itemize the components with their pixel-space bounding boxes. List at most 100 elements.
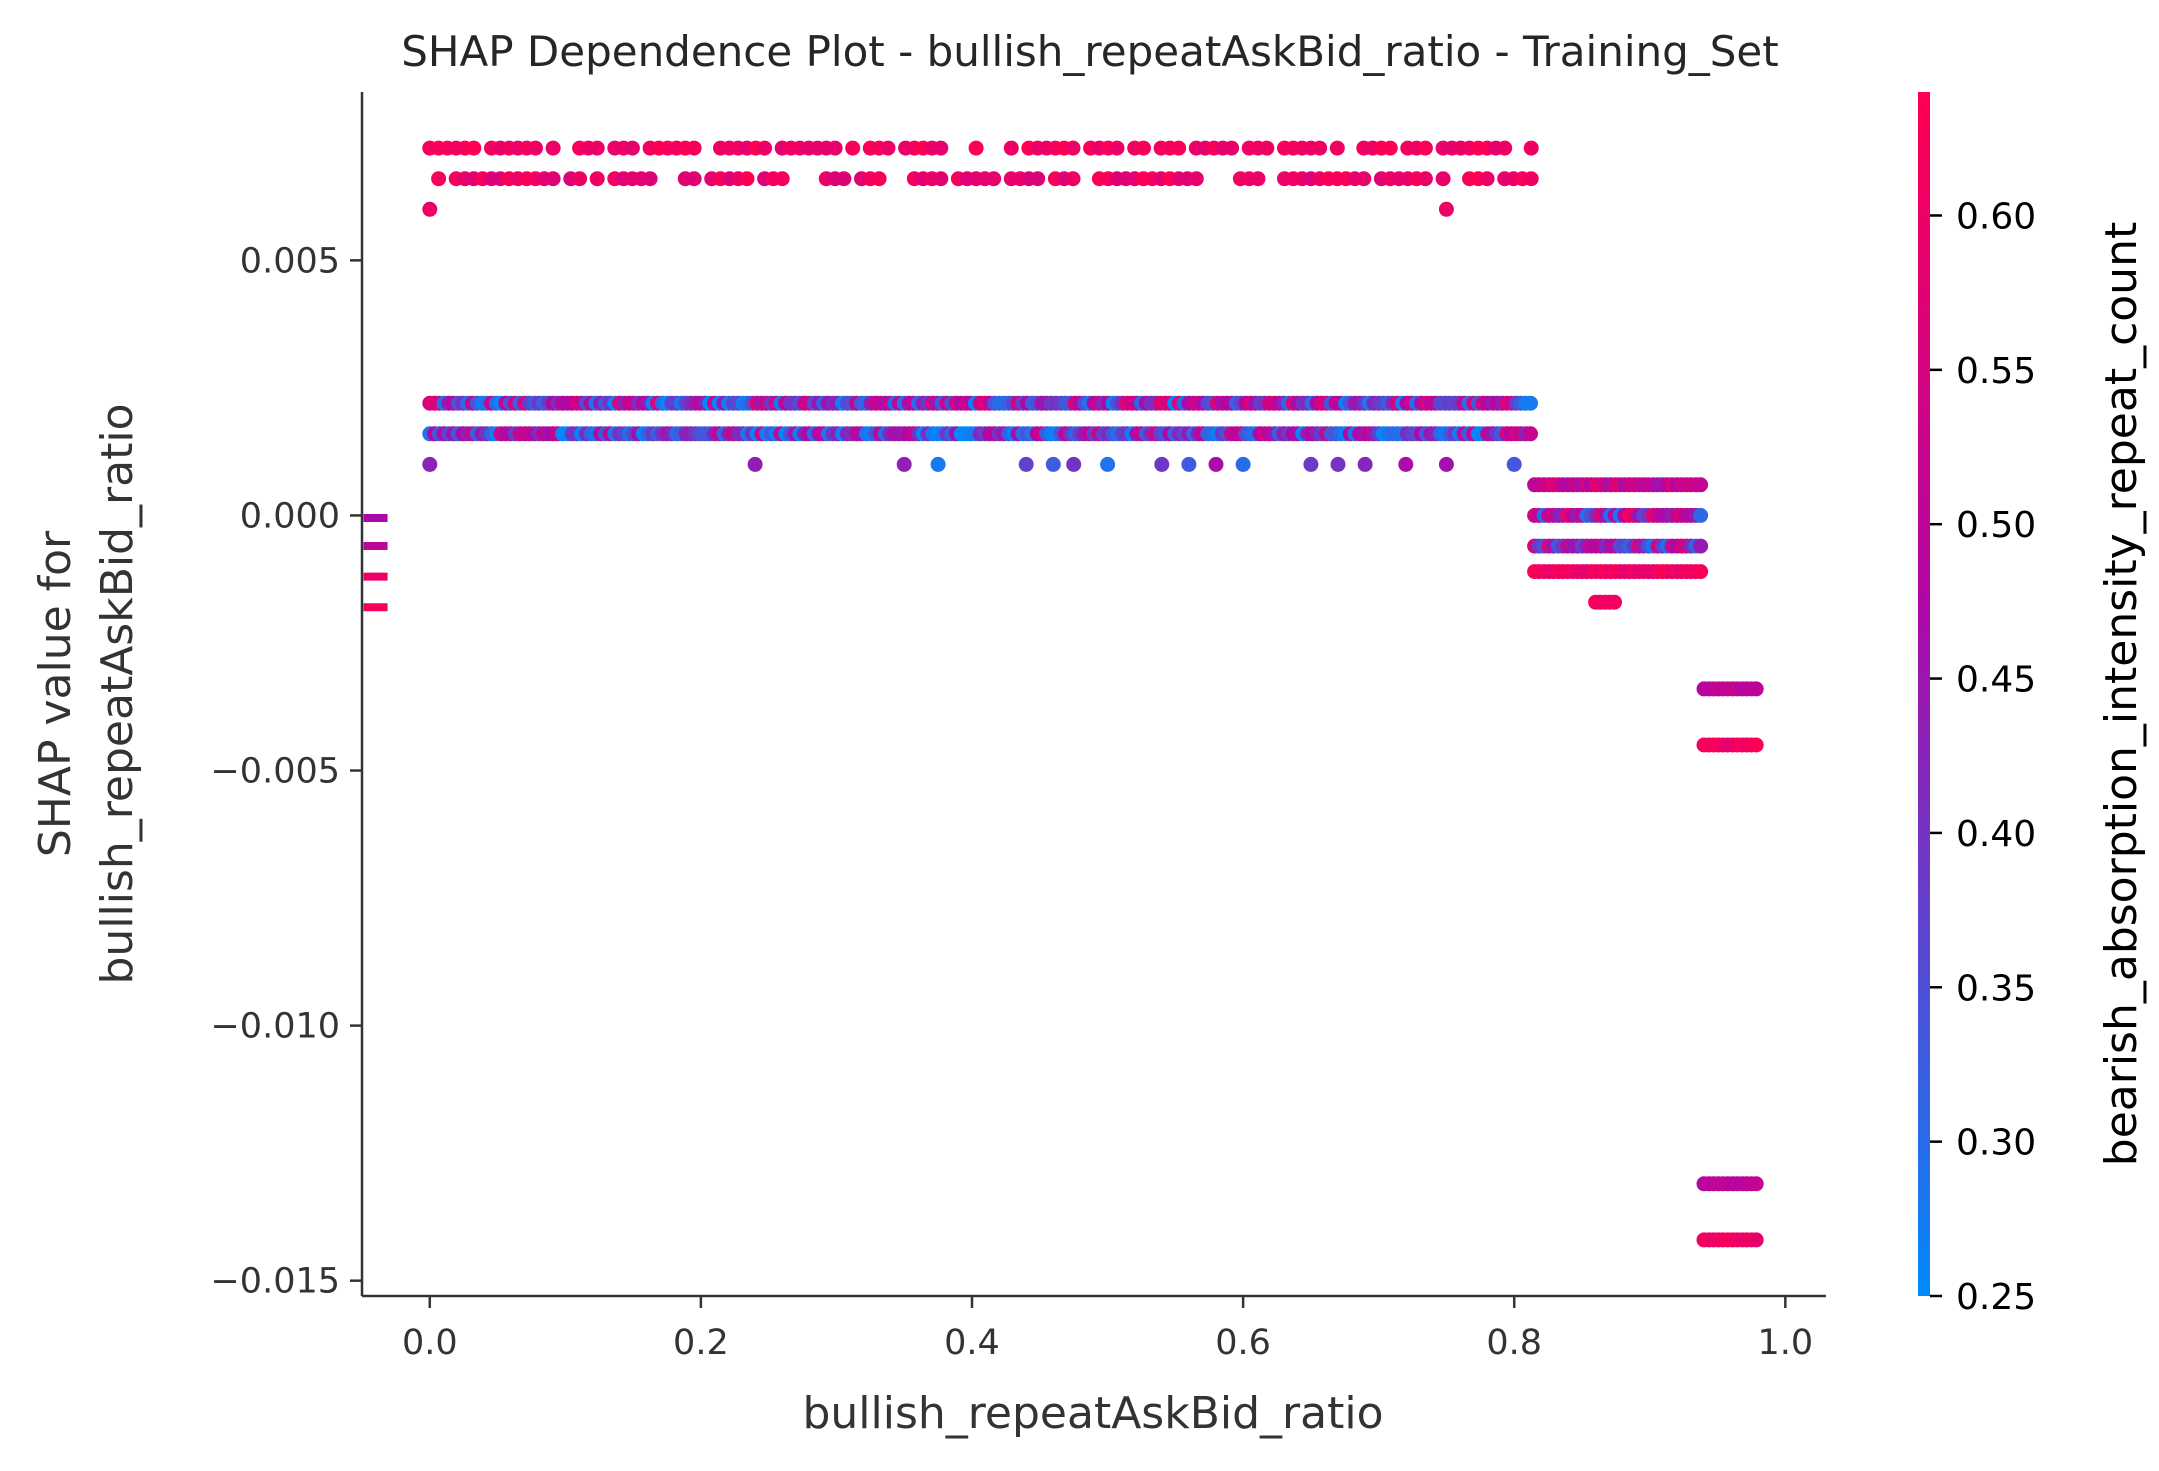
x-tick-label: 1.0 xyxy=(1757,1323,1813,1363)
data-point xyxy=(896,456,912,472)
data-point xyxy=(422,201,438,217)
y-axis-label-line1: SHAP value for xyxy=(30,530,81,857)
chart-title: SHAP Dependence Plot - bullish_repeatAsk… xyxy=(401,27,1779,76)
data-point xyxy=(968,140,984,156)
data-point xyxy=(686,140,702,156)
data-point xyxy=(1188,171,1204,187)
data-point xyxy=(845,140,861,156)
data-point xyxy=(1329,140,1345,156)
y-tick-label: −0.015 xyxy=(210,1262,340,1302)
data-point xyxy=(1065,171,1081,187)
data-point xyxy=(1357,456,1373,472)
data-point xyxy=(1224,140,1240,156)
data-point xyxy=(1438,201,1454,217)
x-axis-ticks: 0.0 0.2 0.4 0.6 0.8 1.0 xyxy=(402,1296,1813,1363)
data-point xyxy=(757,140,773,156)
colorbar-ticks: 0.25 0.30 0.35 0.40 0.45 0.50 0.55 0.60 xyxy=(1930,196,2036,1318)
colorbar-tick-label: 0.30 xyxy=(1956,1123,2036,1164)
data-point xyxy=(986,171,1002,187)
data-point xyxy=(836,171,852,187)
data-point xyxy=(1748,737,1764,753)
colorbar-tick-label: 0.40 xyxy=(1956,814,2036,855)
data-point xyxy=(930,456,946,472)
scatter-points xyxy=(363,140,1764,1248)
data-point xyxy=(466,140,482,156)
data-point xyxy=(1109,140,1125,156)
data-point xyxy=(1171,140,1187,156)
data-point xyxy=(1018,456,1034,472)
data-point xyxy=(1693,538,1709,554)
data-point xyxy=(1693,507,1709,523)
data-point xyxy=(1607,594,1622,610)
data-point xyxy=(431,171,447,187)
colorbar-tick-label: 0.35 xyxy=(1956,968,2036,1009)
data-point xyxy=(774,171,790,187)
data-point xyxy=(1523,426,1538,442)
y-tick-label: −0.010 xyxy=(210,1007,340,1047)
data-point xyxy=(422,456,438,472)
data-point xyxy=(572,171,588,187)
data-point xyxy=(528,140,543,156)
data-point xyxy=(933,140,949,156)
data-point xyxy=(1523,395,1538,411)
data-point xyxy=(1523,171,1539,187)
y-tick-label: 0.000 xyxy=(240,496,340,536)
colorbar-tick-label: 0.25 xyxy=(1956,1277,2036,1318)
data-point xyxy=(1003,140,1019,156)
data-point xyxy=(1435,171,1451,187)
colorbar-tick-label: 0.60 xyxy=(1956,196,2036,237)
data-point xyxy=(1398,456,1414,472)
data-point xyxy=(589,171,605,187)
data-point xyxy=(1136,140,1151,156)
data-point xyxy=(1693,564,1709,580)
y-tick-label: −0.005 xyxy=(210,752,340,792)
x-axis-label: bullish_repeatAskBid_ratio xyxy=(802,1388,1383,1439)
data-point xyxy=(1030,171,1046,187)
data-point xyxy=(933,171,949,187)
data-point xyxy=(1330,456,1346,472)
data-point xyxy=(1748,1176,1764,1192)
data-point xyxy=(1523,140,1539,156)
data-point xyxy=(589,140,605,156)
data-point xyxy=(1382,140,1398,156)
data-point xyxy=(1417,140,1433,156)
data-point xyxy=(686,171,702,187)
data-point xyxy=(545,140,561,156)
data-point xyxy=(1417,171,1433,187)
colorbar xyxy=(1918,92,1930,1296)
data-point xyxy=(1235,456,1251,472)
data-point xyxy=(1693,477,1709,493)
data-point xyxy=(624,140,640,156)
data-point xyxy=(1438,456,1454,472)
data-point xyxy=(827,140,843,156)
data-point xyxy=(871,171,887,187)
data-point xyxy=(1479,171,1495,187)
x-tick-label: 0.2 xyxy=(673,1323,729,1363)
y-axis-label-line2: bullish_repeatAskBid_ratio xyxy=(92,403,143,984)
data-point xyxy=(1154,456,1170,472)
data-point xyxy=(1303,456,1319,472)
y-axis-ticks: 0.005 0.000 −0.005 −0.010 −0.015 xyxy=(210,241,362,1302)
data-point xyxy=(747,456,763,472)
x-tick-label: 0.4 xyxy=(944,1323,1000,1363)
x-tick-label: 0.8 xyxy=(1486,1323,1542,1363)
data-point xyxy=(739,171,755,187)
data-point xyxy=(1208,456,1224,472)
data-point xyxy=(1506,456,1522,472)
colorbar-tick-label: 0.50 xyxy=(1956,505,2036,546)
colorbar-label: bearish_absorption_intensity_repeat_coun… xyxy=(2096,222,2147,1166)
data-point xyxy=(545,171,561,187)
colorbar-tick-label: 0.45 xyxy=(1956,660,2036,701)
data-point xyxy=(1045,456,1061,472)
data-point xyxy=(1356,171,1372,187)
data-point xyxy=(1100,456,1116,472)
x-tick-label: 0.6 xyxy=(1215,1323,1271,1363)
data-point xyxy=(880,140,896,156)
data-point xyxy=(1250,171,1266,187)
data-point xyxy=(1259,140,1275,156)
y-tick-label: 0.005 xyxy=(240,241,340,281)
x-tick-label: 0.0 xyxy=(402,1323,458,1363)
data-point xyxy=(642,171,658,187)
data-point xyxy=(1181,456,1197,472)
